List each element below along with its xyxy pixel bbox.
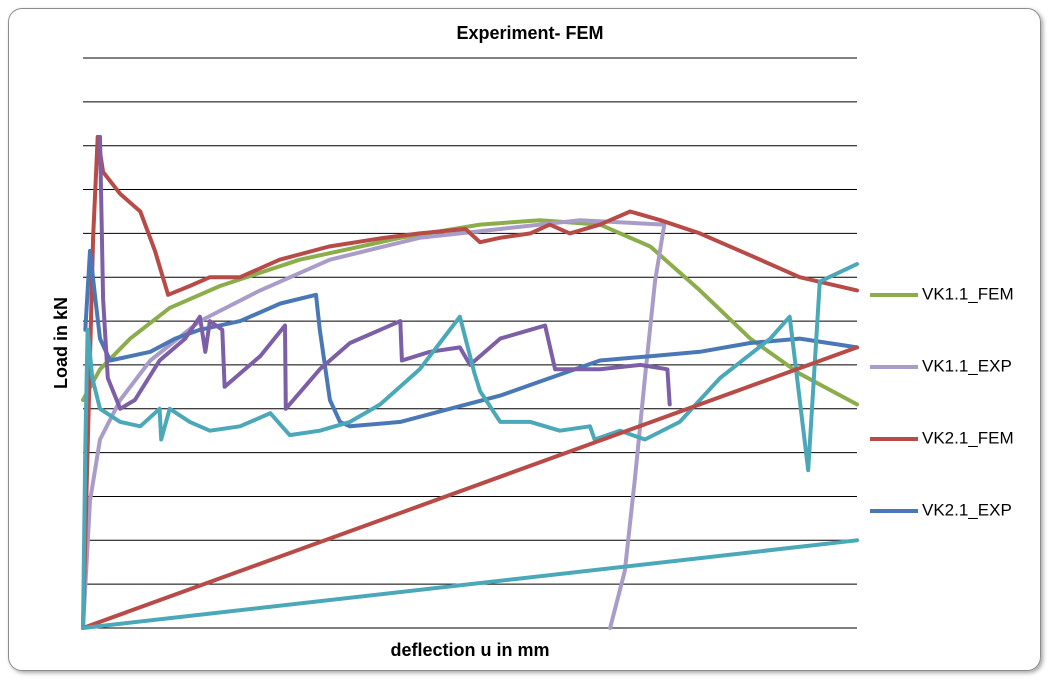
chart-title: Experiment- FEM [456, 23, 603, 43]
y-axis-label: Load in kN [51, 297, 71, 389]
series-line [81, 345, 859, 630]
series-line [81, 134, 859, 630]
legend-label: VK1.1_FEM [922, 284, 1014, 303]
series-line [98, 134, 672, 411]
x-axis-label: deflection u in mm [390, 640, 549, 660]
series-line [81, 218, 859, 407]
series-line [81, 218, 667, 630]
legend-label: VK1.1_EXP [922, 356, 1012, 375]
chart-frame [8, 8, 1041, 671]
series-line [81, 538, 859, 630]
legend-label: VK2.1_FEM [922, 428, 1014, 447]
legend-label: VK2.1_EXP [922, 500, 1012, 519]
series-line [81, 262, 859, 630]
